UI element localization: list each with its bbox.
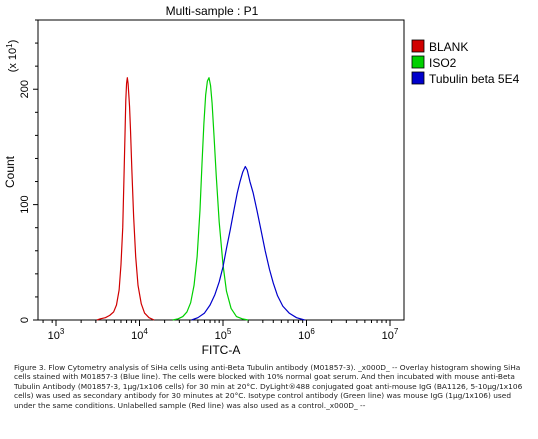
y-multiplier-label: (x 101) xyxy=(5,40,19,73)
y-tick-label: 200 xyxy=(19,80,31,98)
x-tick-label: 104 xyxy=(131,327,148,342)
chart-title: Multi-sample : P1 xyxy=(166,4,259,18)
x-axis-label: FITC-A xyxy=(202,343,241,357)
y-multiplier-close: ) xyxy=(7,40,19,44)
chart-svg: Multi-sample : P1 (x 101) Count FITC-A 0… xyxy=(3,4,520,357)
legend-label: ISO2 xyxy=(429,56,457,70)
plot-area: 0 100 200 103 104 105 106 107 xyxy=(19,19,405,342)
legend-label: Tubulin beta 5E4 xyxy=(429,72,520,86)
y-tick-label: 100 xyxy=(19,195,31,213)
plot-frame xyxy=(37,19,405,321)
legend-label: BLANK xyxy=(429,40,468,54)
series-line-3 xyxy=(191,165,305,321)
legend: BLANK ISO2 Tubulin beta 5E4 xyxy=(411,39,520,86)
x-tick-label: 106 xyxy=(298,327,315,342)
x-tick-label: 107 xyxy=(382,327,399,342)
legend-swatch xyxy=(411,71,425,85)
flow-cytometry-chart: Multi-sample : P1 (x 101) Count FITC-A 0… xyxy=(3,4,520,357)
x-tick-label: 105 xyxy=(215,327,232,342)
series-line-2 xyxy=(172,77,249,321)
figure-caption: Figure 3. Flow Cytometry analysis of SiH… xyxy=(14,363,523,410)
x-tick-label: 103 xyxy=(48,327,65,342)
legend-swatch xyxy=(411,55,425,69)
y-multiplier-prefix: (x 10 xyxy=(7,48,19,72)
legend-swatch xyxy=(411,39,425,53)
y-tick-label: 0 xyxy=(19,317,31,323)
series-line-1 xyxy=(96,77,155,321)
y-axis-label: Count xyxy=(3,155,17,188)
y-multiplier-exp: 1 xyxy=(5,43,14,48)
